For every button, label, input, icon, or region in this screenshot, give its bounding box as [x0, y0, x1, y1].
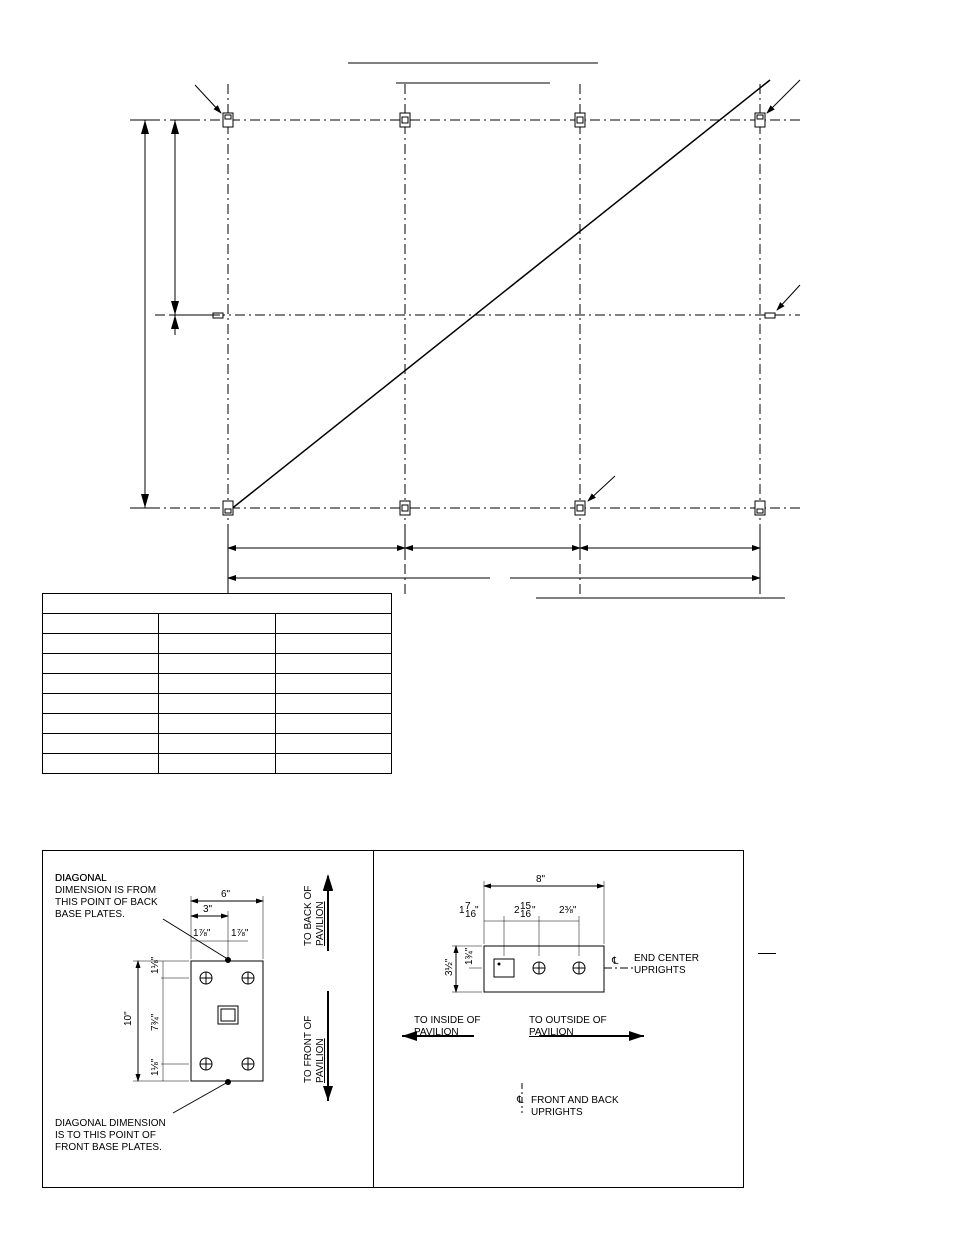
table-col-blank	[43, 614, 159, 634]
decorative-line	[758, 953, 776, 954]
table-header	[43, 594, 392, 614]
svg-text:6": 6"	[221, 889, 231, 900]
detail-boxes: DIAGONAL DIAGONAL DIMENSION IS FROM THIS…	[42, 850, 744, 1188]
svg-text:TO OUTSIDE OF: TO OUTSIDE OF	[529, 1015, 607, 1026]
svg-text:3½": 3½"	[444, 958, 455, 976]
table-row	[43, 654, 392, 674]
corner-baseplate-box: DIAGONAL DIAGONAL DIMENSION IS FROM THIS…	[42, 850, 374, 1188]
svg-text:": "	[475, 905, 479, 916]
svg-text:3": 3"	[203, 904, 213, 915]
table-row	[43, 634, 392, 654]
table-row	[43, 734, 392, 754]
table-row	[43, 714, 392, 734]
svg-text:1⅛": 1⅛"	[150, 956, 161, 974]
corner-baseplate-detail: DIAGONAL DIAGONAL DIMENSION IS FROM THIS…	[43, 851, 375, 1189]
svg-text:℄: ℄	[611, 956, 619, 967]
svg-text:": "	[532, 905, 536, 916]
svg-text:℄: ℄	[516, 1095, 524, 1106]
end-center-baseplate-detail: 8" 1 7 16 " 2 15 16 " 2⅜"	[374, 851, 745, 1189]
svg-text:10": 10"	[123, 1011, 134, 1026]
svg-text:PAVILION: PAVILION	[315, 901, 326, 946]
svg-text:TO BACK OF: TO BACK OF	[303, 886, 314, 946]
svg-text:8": 8"	[536, 874, 546, 885]
svg-text:1⅞": 1⅞"	[193, 928, 211, 939]
svg-text:DIAGONAL DIMENSION I: DIAGONAL DIMENSION IS TO THIS POINT OF F…	[55, 1118, 169, 1153]
svg-text:7¾": 7¾"	[150, 1013, 161, 1031]
svg-text:1⅞": 1⅞"	[231, 928, 249, 939]
table-row	[43, 694, 392, 714]
dimension-table	[42, 593, 392, 774]
svg-text:1⅛": 1⅛"	[150, 1058, 161, 1076]
svg-text:END CENTER: END CENTER	[634, 953, 699, 964]
table-row	[43, 754, 392, 774]
svg-text:DIAGONAL DIMENSION I: DIAGONAL DIMENSION IS FROM THIS POINT OF…	[55, 873, 160, 920]
table-col1	[159, 614, 275, 634]
svg-text:PAVILION: PAVILION	[414, 1027, 459, 1038]
svg-text:PAVILION: PAVILION	[315, 1038, 326, 1083]
base-plates	[213, 113, 775, 515]
svg-text:UPRIGHTS: UPRIGHTS	[531, 1107, 583, 1118]
svg-text:FRONT AND BACK: FRONT AND BACK	[531, 1095, 619, 1106]
svg-text:1¾": 1¾"	[464, 947, 475, 965]
svg-text:16: 16	[520, 909, 532, 920]
layout-diagram	[0, 0, 954, 600]
page: DIAGONAL DIAGONAL DIMENSION IS FROM THIS…	[0, 0, 954, 1235]
svg-text:2⅜": 2⅜"	[559, 905, 577, 916]
svg-text:UPRIGHTS: UPRIGHTS	[634, 965, 686, 976]
end-center-baseplate-box: 8" 1 7 16 " 2 15 16 " 2⅜"	[373, 850, 744, 1188]
svg-text:PAVILION: PAVILION	[529, 1027, 574, 1038]
table-col2	[275, 614, 391, 634]
table-row	[43, 674, 392, 694]
svg-text:TO INSIDE OF: TO INSIDE OF	[414, 1015, 481, 1026]
svg-text:TO FRONT OF: TO FRONT OF	[303, 1016, 314, 1083]
